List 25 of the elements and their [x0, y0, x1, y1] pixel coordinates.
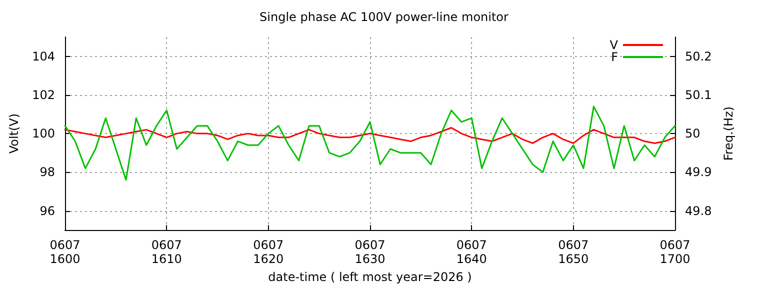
y2-tick-label: 49.9 — [685, 165, 712, 180]
x-axis-title: date-time ( left most year=2026 ) — [268, 270, 472, 284]
x-tick-label: 0607 1650 — [558, 238, 589, 266]
y-tick-label: 98 — [40, 165, 55, 180]
x-tick-label: 0607 1640 — [456, 238, 487, 266]
y-tick-label: 102 — [32, 88, 55, 102]
y2-tick-label: 50.2 — [685, 49, 712, 64]
y2-tick-label: 50 — [685, 126, 700, 141]
y-axis-title: Volt(V) — [7, 113, 21, 154]
chart-title: Single phase AC 100V power-line monitor — [260, 10, 509, 24]
x-tick-label: 0607 1630 — [354, 238, 386, 266]
y2-axis-title: Freq.(Hz) — [722, 106, 736, 161]
line-series — [64, 106, 676, 181]
y-tick-label: 96 — [40, 204, 55, 218]
y-tick-label: 100 — [32, 126, 55, 141]
y2-tick-label: 49.8 — [685, 204, 712, 218]
x-tick-label: 0607 1700 — [660, 238, 690, 266]
y-tick-label: 104 — [32, 49, 55, 64]
x-tick-label: 0607 1610 — [151, 238, 182, 266]
legend-label: F — [611, 50, 618, 64]
x-tick-label: 0607 1600 — [50, 238, 80, 266]
legend-label: V — [610, 38, 619, 52]
x-tick-label: 0607 1620 — [253, 238, 284, 266]
y2-tick-label: 50.1 — [685, 88, 712, 102]
line-series — [64, 127, 676, 144]
